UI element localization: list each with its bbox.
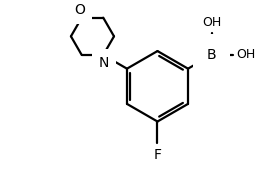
Text: F: F xyxy=(154,148,162,162)
Text: N: N xyxy=(99,56,109,70)
Text: OH: OH xyxy=(236,48,255,61)
Text: OH: OH xyxy=(202,16,221,29)
Text: O: O xyxy=(74,3,85,17)
Text: B: B xyxy=(207,48,217,62)
